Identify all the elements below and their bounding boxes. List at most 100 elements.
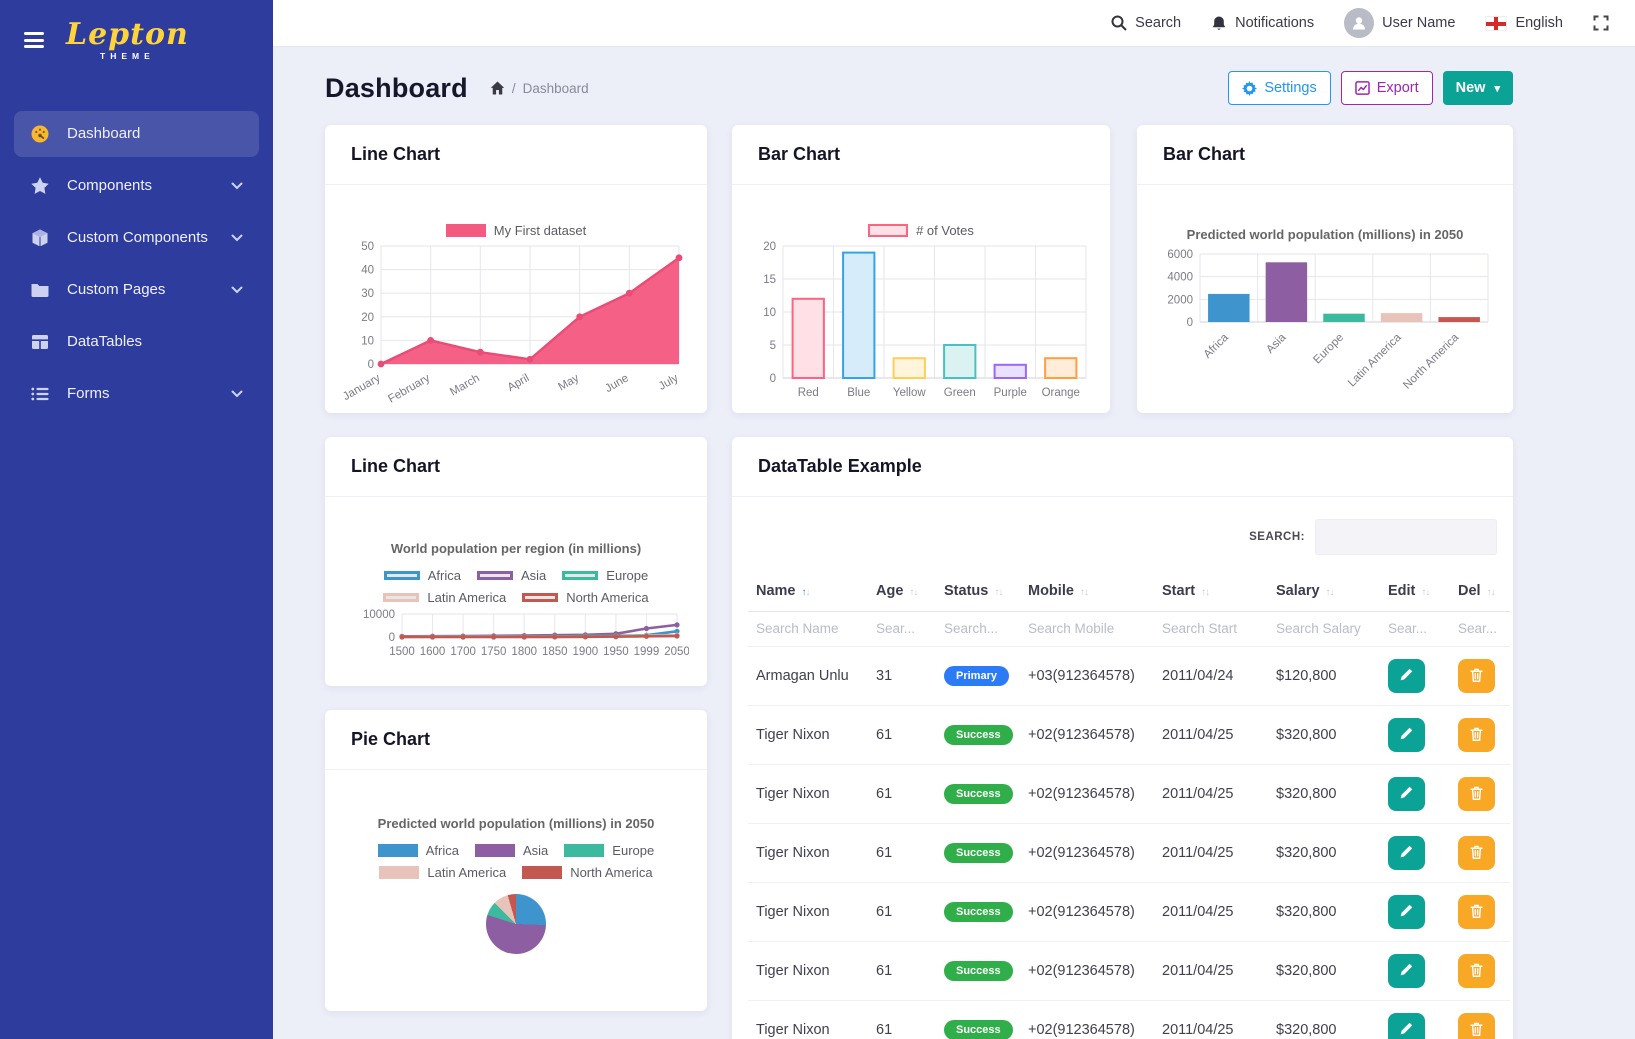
legend-item-asia[interactable]: Asia [477, 568, 546, 583]
sidebar-item-datatables[interactable]: DataTables [14, 319, 259, 365]
header-search[interactable]: Search [1111, 15, 1181, 31]
svg-text:Purple: Purple [993, 387, 1026, 399]
delete-button[interactable] [1458, 895, 1495, 929]
column-header-start[interactable]: Start ↑↓ [1154, 571, 1268, 612]
table-row: Tiger Nixon 61 Success +02(912364578) 2011/0… [748, 823, 1510, 883]
filter-input-start[interactable] [1162, 621, 1260, 636]
pencil-icon [1399, 785, 1414, 803]
svg-text:10: 10 [361, 335, 374, 347]
edit-button[interactable] [1388, 718, 1425, 752]
trash-icon [1469, 844, 1484, 863]
card-title: Line Chart [325, 125, 707, 185]
legend-item-north-america[interactable]: North America [522, 590, 649, 605]
filter-input-name[interactable] [756, 621, 860, 636]
cell-name: Tiger Nixon [748, 941, 868, 1001]
bar-chart-card-2: Bar Chart Predicted world population (mi… [1137, 125, 1513, 413]
filter-input-status[interactable] [944, 621, 1012, 636]
column-header-name[interactable]: Name ↑↓ [748, 571, 868, 612]
edit-button[interactable] [1388, 659, 1425, 693]
legend-item-of-votes[interactable]: # of Votes [868, 223, 974, 238]
sidebar-item-components[interactable]: Components [14, 163, 259, 209]
legend-swatch [477, 571, 513, 580]
chart-legend: My First dataset [325, 223, 707, 238]
svg-text:0: 0 [1187, 317, 1193, 329]
edit-button[interactable] [1388, 836, 1425, 870]
legend-item-latin-america[interactable]: Latin America [383, 590, 506, 605]
fullscreen-button[interactable] [1593, 15, 1609, 31]
cell-mobile: +02(912364578) [1020, 1000, 1154, 1039]
cell-salary: $320,800 [1268, 705, 1380, 765]
new-button[interactable]: New ▾ [1442, 71, 1513, 105]
pencil-icon [1399, 962, 1414, 980]
svg-text:15: 15 [763, 274, 776, 286]
status-badge: Success [944, 725, 1013, 745]
cell-salary: $320,800 [1268, 882, 1380, 942]
filter-input-del[interactable] [1458, 621, 1502, 636]
column-header-edit[interactable]: Edit ↑↓ [1380, 571, 1450, 612]
column-header-mobile[interactable]: Mobile ↑↓ [1020, 571, 1154, 612]
filter-input-edit[interactable] [1388, 621, 1442, 636]
delete-button[interactable] [1458, 659, 1495, 693]
chart-title: Predicted world population (millions) in… [377, 816, 655, 831]
edit-button[interactable] [1388, 777, 1425, 811]
cell-edit [1380, 764, 1450, 824]
header-language[interactable]: English [1485, 15, 1563, 31]
delete-button[interactable] [1458, 718, 1495, 752]
settings-button[interactable]: Settings [1228, 71, 1331, 105]
search-icon [1111, 15, 1127, 31]
card-title: Bar Chart [1137, 125, 1513, 185]
status-badge: Success [944, 784, 1013, 804]
svg-text:Latin America: Latin America [1346, 331, 1404, 389]
svg-text:1999: 1999 [633, 646, 659, 658]
pencil-icon [1399, 903, 1414, 921]
header-user-menu[interactable]: User Name [1344, 8, 1455, 38]
table-search-input[interactable] [1315, 519, 1497, 555]
cell-start: 2011/04/25 [1154, 882, 1268, 942]
cell-name: Tiger Nixon [748, 764, 868, 824]
brand-logo[interactable]: Lepton THEME [66, 20, 189, 61]
delete-button[interactable] [1458, 1013, 1495, 1039]
delete-button[interactable] [1458, 954, 1495, 988]
column-header-status[interactable]: Status ↑↓ [936, 571, 1020, 612]
delete-button[interactable] [1458, 836, 1495, 870]
cell-age: 61 [868, 1000, 936, 1039]
edit-button[interactable] [1388, 954, 1425, 988]
export-button[interactable]: Export [1340, 71, 1433, 105]
column-header-age[interactable]: Age ↑↓ [868, 571, 936, 612]
legend-item-europe[interactable]: Europe [564, 843, 654, 858]
card-title: DataTable Example [732, 437, 1513, 497]
sidebar-item-custom-components[interactable]: Custom Components [14, 215, 259, 261]
sidebar-item-custom-pages[interactable]: Custom Pages [14, 267, 259, 313]
svg-text:May: May [556, 372, 581, 393]
svg-text:Asia: Asia [1264, 331, 1289, 356]
svg-text:1850: 1850 [541, 646, 567, 658]
legend-label: North America [566, 590, 649, 605]
legend-item-my-first-dataset[interactable]: My First dataset [445, 223, 586, 238]
filter-input-age[interactable] [876, 621, 928, 636]
column-header-del[interactable]: Del ↑↓ [1450, 571, 1510, 612]
filter-input-salary[interactable] [1276, 621, 1372, 636]
column-label: Del [1458, 583, 1481, 599]
line-chart-card-2: Line Chart World population per region (… [325, 437, 707, 686]
header-notifications[interactable]: Notifications [1211, 15, 1314, 32]
legend-item-europe[interactable]: Europe [562, 568, 648, 583]
legend-item-north-america[interactable]: North America [522, 865, 653, 880]
legend-swatch [564, 844, 605, 857]
menu-toggle-icon[interactable] [24, 29, 44, 52]
sidebar-item-forms[interactable]: Forms [14, 371, 259, 417]
chevron-down-icon [231, 182, 243, 190]
edit-button[interactable] [1388, 1013, 1425, 1039]
legend-item-africa[interactable]: Africa [377, 843, 459, 858]
legend-item-latin-america[interactable]: Latin America [379, 865, 506, 880]
delete-button[interactable] [1458, 777, 1495, 811]
cell-mobile: +02(912364578) [1020, 705, 1154, 765]
home-icon[interactable] [490, 81, 505, 95]
legend-item-asia[interactable]: Asia [475, 843, 548, 858]
sidebar-item-dashboard[interactable]: Dashboard [14, 110, 259, 157]
data-table: Name ↑↓ Age ↑↓ Status ↑↓ Mobile ↑↓ Start ↑↓ Salary… [748, 571, 1510, 1039]
edit-button[interactable] [1388, 895, 1425, 929]
column-header-salary[interactable]: Salary ↑↓ [1268, 571, 1380, 612]
trash-icon [1469, 726, 1484, 745]
legend-item-africa[interactable]: Africa [383, 568, 461, 583]
filter-input-mobile[interactable] [1028, 621, 1146, 636]
